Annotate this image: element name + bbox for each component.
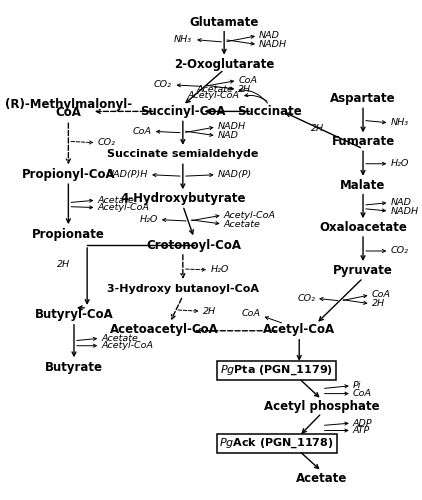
Text: $\it{Pg}$Pta (PGN_1179): $\it{Pg}$Pta (PGN_1179) — [220, 364, 333, 378]
Text: Succinate: Succinate — [237, 105, 302, 118]
Text: Propionyl-CoA: Propionyl-CoA — [22, 168, 115, 180]
Text: H₂O: H₂O — [139, 215, 158, 224]
Text: CO₂: CO₂ — [390, 246, 408, 256]
Text: Acetyl-CoA: Acetyl-CoA — [101, 341, 153, 350]
Text: H₂O: H₂O — [390, 159, 409, 168]
Text: NAD: NAD — [390, 198, 411, 207]
Text: Oxaloacetate: Oxaloacetate — [319, 221, 407, 234]
Text: Succinyl-CoA: Succinyl-CoA — [140, 105, 226, 118]
Text: 2H: 2H — [238, 85, 252, 94]
Text: 3-Hydroxy butanoyl-CoA: 3-Hydroxy butanoyl-CoA — [107, 284, 259, 294]
Text: 2H: 2H — [311, 124, 325, 134]
Text: (R)-Methylmalonyl-: (R)-Methylmalonyl- — [5, 98, 132, 111]
Text: Acetate: Acetate — [101, 334, 138, 343]
Text: Propionate: Propionate — [32, 228, 105, 240]
Text: H₂O: H₂O — [210, 266, 229, 274]
Text: NH₃: NH₃ — [174, 35, 192, 44]
Text: NAD: NAD — [259, 31, 280, 40]
Text: 2H: 2H — [372, 300, 385, 308]
Text: Pi: Pi — [353, 381, 361, 390]
Text: NAD(P): NAD(P) — [218, 170, 252, 179]
Text: CoA: CoA — [238, 76, 257, 85]
Text: Butyrate: Butyrate — [45, 360, 103, 374]
Text: Aspartate: Aspartate — [330, 92, 396, 106]
Text: Acetoacetyl-CoA: Acetoacetyl-CoA — [110, 324, 219, 336]
Text: 2-Oxoglutarate: 2-Oxoglutarate — [174, 58, 274, 71]
Text: NAD(P)H: NAD(P)H — [107, 170, 148, 179]
Text: CoA: CoA — [372, 290, 391, 300]
Text: Acetyl-CoA: Acetyl-CoA — [187, 91, 239, 100]
Text: 2H: 2H — [203, 307, 216, 316]
Text: Acetyl-CoA: Acetyl-CoA — [263, 324, 335, 336]
Text: Acetyl phosphate: Acetyl phosphate — [264, 400, 379, 412]
Text: CO₂: CO₂ — [297, 294, 315, 303]
Text: 4-Hydroxybutyrate: 4-Hydroxybutyrate — [120, 192, 246, 205]
Text: Malate: Malate — [340, 178, 386, 192]
Text: CoA: CoA — [133, 127, 151, 136]
Text: NADH: NADH — [390, 206, 419, 216]
Text: Acetate: Acetate — [97, 196, 135, 204]
Text: Crotonoyl-CoA: Crotonoyl-CoA — [146, 238, 242, 252]
Text: Succinate semialdehyde: Succinate semialdehyde — [107, 150, 259, 160]
Text: ADP: ADP — [353, 418, 373, 428]
Text: NADH: NADH — [259, 40, 287, 49]
Text: Acetate: Acetate — [296, 472, 347, 485]
Text: Butyryl-CoA: Butyryl-CoA — [35, 308, 114, 322]
Text: Fumarate: Fumarate — [331, 135, 395, 148]
Text: 2H: 2H — [57, 260, 70, 270]
Text: Acetyl-CoA: Acetyl-CoA — [97, 203, 150, 212]
Text: ATP: ATP — [353, 426, 370, 435]
Text: NH₃: NH₃ — [390, 118, 408, 128]
Text: CoA: CoA — [353, 389, 372, 398]
Text: Glutamate: Glutamate — [189, 16, 259, 28]
Text: NAD: NAD — [218, 132, 239, 140]
Text: Pyruvate: Pyruvate — [333, 264, 393, 278]
Text: CO₂: CO₂ — [154, 80, 172, 90]
Text: Acetate: Acetate — [197, 85, 233, 94]
Text: $\it{Pg}$Ack (PGN_1178): $\it{Pg}$Ack (PGN_1178) — [219, 436, 334, 450]
Text: NADH: NADH — [218, 122, 246, 132]
Text: Acetate: Acetate — [224, 220, 261, 228]
Text: CoA: CoA — [241, 310, 260, 318]
Text: CoA: CoA — [55, 106, 81, 120]
Text: CO₂: CO₂ — [97, 138, 116, 147]
Text: Acetyl-CoA: Acetyl-CoA — [224, 210, 276, 220]
